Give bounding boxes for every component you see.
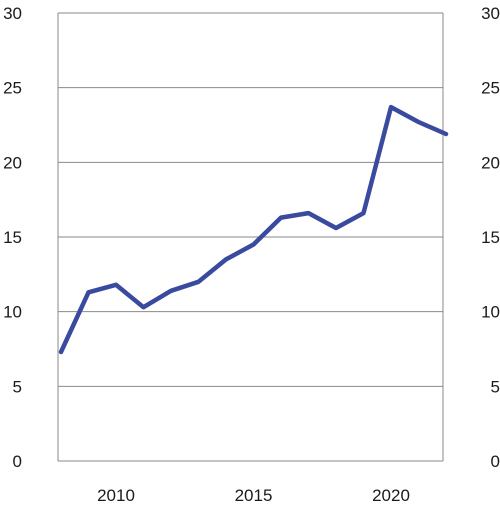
y-tick-label-left: 20	[3, 153, 22, 172]
y-tick-label-left: 10	[3, 303, 22, 322]
x-tick-label: 2020	[372, 486, 410, 505]
y-tick-label-left: 0	[13, 452, 22, 471]
y-tick-label-right: 25	[481, 79, 500, 98]
x-tick-label: 2010	[97, 486, 135, 505]
y-axis-right-labels: 0 5 10 15 20 25 30	[481, 4, 500, 471]
y-tick-label-right: 10	[481, 303, 500, 322]
y-tick-label-left: 25	[3, 79, 22, 98]
x-axis-labels: 2010 2015 2020	[97, 486, 410, 505]
x-tick-label: 2015	[235, 486, 273, 505]
y-axis-left-labels: 0 5 10 15 20 25 30	[3, 4, 22, 471]
y-tick-label-right: 0	[491, 452, 500, 471]
y-tick-label-left: 15	[3, 228, 22, 247]
y-tick-label-right: 30	[481, 4, 500, 23]
y-tick-label-left: 5	[13, 377, 22, 396]
series-line-0	[58, 104, 449, 355]
gridlines	[58, 12, 443, 462]
y-tick-label-right: 15	[481, 228, 500, 247]
axes	[57, 13, 444, 461]
series-group	[58, 104, 449, 355]
y-tick-label-right: 5	[491, 377, 500, 396]
y-tick-label-right: 20	[481, 153, 500, 172]
y-tick-label-left: 30	[3, 4, 22, 23]
